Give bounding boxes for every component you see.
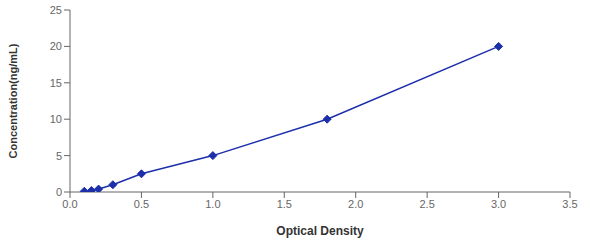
svg-text:3.0: 3.0 (491, 198, 506, 210)
svg-text:1.5: 1.5 (277, 198, 292, 210)
svg-text:2.0: 2.0 (348, 198, 363, 210)
svg-text:25: 25 (50, 4, 62, 16)
svg-text:Concentration(ng/mL): Concentration(ng/mL) (7, 43, 19, 158)
svg-text:0.0: 0.0 (62, 198, 77, 210)
svg-text:20: 20 (50, 40, 62, 52)
svg-text:2.5: 2.5 (419, 198, 434, 210)
svg-text:0: 0 (56, 186, 62, 198)
svg-text:1.0: 1.0 (205, 198, 220, 210)
svg-text:Optical Density: Optical Density (276, 224, 364, 238)
svg-text:0.5: 0.5 (134, 198, 149, 210)
svg-text:10: 10 (50, 113, 62, 125)
svg-text:15: 15 (50, 77, 62, 89)
svg-text:3.5: 3.5 (562, 198, 577, 210)
svg-text:5: 5 (56, 150, 62, 162)
